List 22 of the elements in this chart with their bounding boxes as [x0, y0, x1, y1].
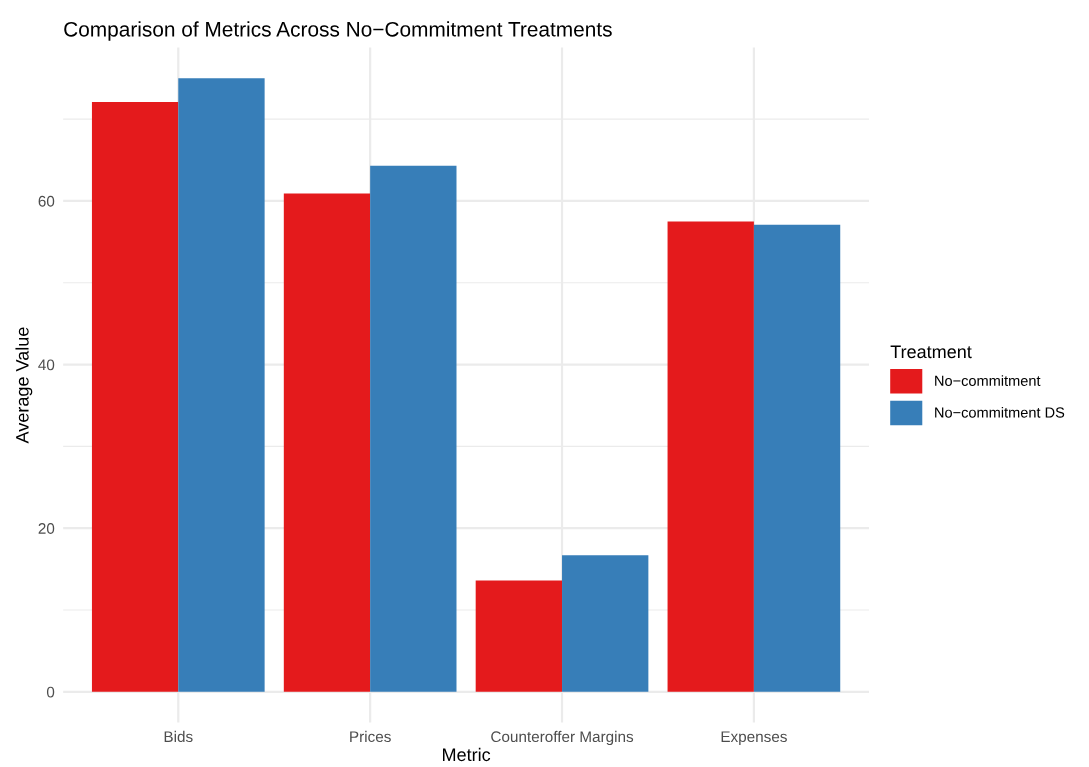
y-tick-label: 0: [46, 686, 55, 698]
legend-label: No−commitment: [935, 375, 1041, 386]
y-tick-label: 60: [38, 195, 55, 207]
x-tick-label: Bids: [164, 730, 193, 743]
y-tick-label: 20: [38, 523, 55, 534]
bar: [283, 193, 371, 692]
bar: [562, 555, 649, 692]
bar: [667, 221, 754, 692]
x-tick-label: Counteroffer Margins: [491, 730, 634, 746]
y-axis-title: Average Value: [15, 327, 33, 444]
bar: [91, 101, 179, 692]
legend-title: Treatment: [890, 345, 972, 359]
bar: [475, 580, 563, 692]
chart-title: Comparison of Metrics Across No−Commitment Treatments: [64, 21, 612, 41]
bar: [753, 224, 841, 692]
legend-label: No−commitment DS: [935, 406, 1065, 418]
bar: [370, 165, 457, 692]
x-axis-title: Metric: [443, 747, 491, 762]
x-tick-label: Expenses: [721, 731, 787, 746]
bar: [178, 78, 265, 692]
x-tick-label: Prices: [350, 730, 391, 743]
y-tick-label: 40: [38, 359, 55, 371]
